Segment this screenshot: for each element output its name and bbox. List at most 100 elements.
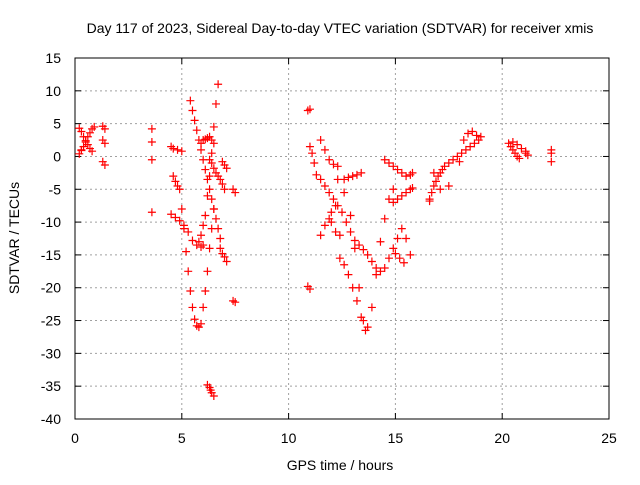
data-point bbox=[190, 315, 199, 324]
data-point bbox=[352, 170, 361, 179]
data-point bbox=[459, 136, 468, 145]
data-point bbox=[171, 177, 180, 186]
data-point bbox=[389, 162, 398, 171]
x-tick-label: 25 bbox=[601, 430, 617, 446]
data-point bbox=[320, 145, 329, 154]
data-point bbox=[363, 250, 372, 259]
series-sparse-22.3h bbox=[547, 145, 556, 166]
data-point bbox=[147, 155, 156, 164]
data-point bbox=[357, 313, 366, 322]
data-point bbox=[184, 267, 193, 276]
data-point bbox=[444, 159, 453, 168]
data-point bbox=[331, 201, 340, 210]
y-tick-label: 5 bbox=[53, 116, 61, 132]
data-point bbox=[376, 237, 385, 246]
data-point bbox=[214, 224, 223, 233]
data-point bbox=[203, 267, 212, 276]
data-point bbox=[220, 185, 229, 194]
data-point bbox=[312, 170, 321, 179]
data-point bbox=[90, 122, 99, 131]
series-low-6.2h bbox=[203, 380, 218, 401]
data-point bbox=[169, 172, 178, 181]
data-point bbox=[205, 172, 214, 181]
data-point bbox=[453, 152, 462, 161]
series-rising-5.4h bbox=[186, 96, 225, 243]
data-point bbox=[199, 221, 208, 230]
data-point bbox=[338, 208, 346, 217]
data-point bbox=[359, 245, 368, 254]
data-point bbox=[209, 122, 218, 131]
data-point bbox=[175, 185, 184, 194]
data-point bbox=[340, 260, 349, 269]
data-point bbox=[468, 127, 477, 136]
data-point bbox=[207, 159, 216, 168]
data-point bbox=[216, 244, 225, 253]
data-point bbox=[203, 191, 212, 200]
x-tick-label: 10 bbox=[281, 430, 297, 446]
data-point bbox=[167, 210, 176, 219]
data-point bbox=[384, 195, 393, 204]
data-point bbox=[327, 208, 336, 217]
series-arc-14.8h bbox=[380, 183, 417, 273]
data-point bbox=[329, 195, 338, 204]
data-point bbox=[363, 323, 372, 332]
data-point bbox=[457, 149, 466, 158]
data-point bbox=[367, 303, 376, 312]
data-point bbox=[425, 197, 434, 206]
data-point bbox=[320, 181, 329, 190]
data-point bbox=[320, 221, 329, 230]
data-point bbox=[389, 185, 398, 194]
data-point bbox=[147, 124, 156, 133]
data-point bbox=[171, 213, 180, 222]
data-point bbox=[327, 218, 336, 227]
data-point bbox=[182, 247, 191, 256]
data-point bbox=[335, 254, 344, 263]
series-arc-20h bbox=[504, 138, 532, 163]
data-point bbox=[216, 175, 225, 184]
data-point bbox=[346, 227, 355, 236]
data-point bbox=[81, 138, 90, 147]
data-point bbox=[335, 231, 344, 240]
series-top-12.5h bbox=[340, 155, 417, 184]
data-point bbox=[325, 188, 334, 197]
data-point bbox=[352, 296, 361, 305]
series-arc-early-1 bbox=[75, 122, 99, 158]
data-point bbox=[466, 142, 475, 151]
series-sparse-3.6h bbox=[147, 124, 156, 217]
data-point bbox=[100, 139, 109, 148]
data-point bbox=[305, 285, 314, 294]
data-point bbox=[211, 99, 220, 108]
data-point bbox=[513, 140, 522, 149]
y-axis-label: SDTVAR / TECUs bbox=[6, 182, 22, 294]
data-point bbox=[190, 116, 199, 125]
data-point bbox=[188, 236, 197, 245]
data-point bbox=[169, 144, 178, 153]
y-tick-label: -40 bbox=[41, 411, 61, 427]
series-arc-12.5h bbox=[335, 254, 366, 322]
series-arc-17-19h bbox=[425, 127, 485, 206]
data-point bbox=[380, 264, 389, 273]
data-point bbox=[431, 177, 440, 186]
data-point bbox=[222, 257, 231, 266]
data-point bbox=[350, 244, 359, 253]
data-point bbox=[393, 234, 402, 243]
data-point bbox=[201, 287, 210, 296]
data-point bbox=[406, 250, 415, 259]
series-deep-V-13.5h bbox=[333, 175, 398, 335]
data-point bbox=[177, 147, 186, 156]
data-point bbox=[389, 244, 398, 253]
data-point bbox=[350, 236, 359, 245]
data-point bbox=[547, 149, 556, 158]
data-point bbox=[222, 164, 231, 173]
data-point bbox=[449, 155, 458, 164]
data-point bbox=[100, 160, 109, 169]
data-point bbox=[194, 237, 203, 246]
x-tick-label: 20 bbox=[494, 430, 510, 446]
data-point bbox=[408, 183, 417, 192]
data-point bbox=[325, 155, 334, 164]
data-point bbox=[188, 106, 197, 115]
data-point bbox=[470, 139, 479, 148]
data-point bbox=[357, 168, 366, 177]
data-point bbox=[517, 144, 526, 153]
